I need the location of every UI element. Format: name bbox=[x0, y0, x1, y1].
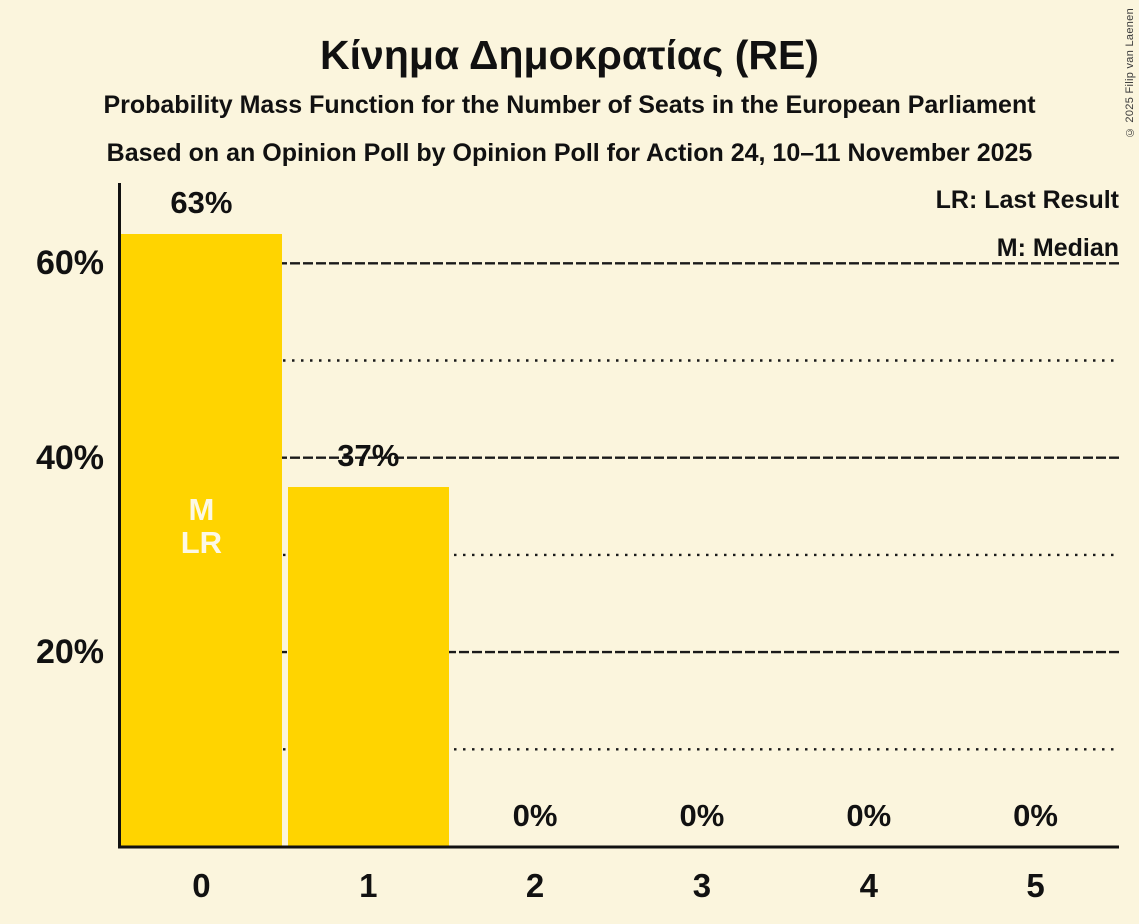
bar-value-label-0: 63% bbox=[170, 185, 233, 221]
x-tick-label-0: 0 bbox=[192, 867, 211, 904]
bar-1 bbox=[287, 486, 449, 848]
y-tick-label-60: 60% bbox=[35, 244, 104, 283]
y-tick-label-40: 40% bbox=[35, 438, 104, 477]
copyright-notice: © 2025 Filip van Laenen bbox=[1124, 8, 1136, 139]
chart-subtitle-line2: Based on an Opinion Poll by Opinion Poll… bbox=[106, 139, 1033, 167]
x-tick-label-4: 4 bbox=[859, 867, 878, 904]
last-result-marker: LR bbox=[180, 525, 223, 560]
bar-value-label-1: 37% bbox=[337, 437, 400, 473]
bar-value-label-4: 0% bbox=[846, 797, 892, 833]
x-tick-label-1: 1 bbox=[359, 867, 378, 904]
x-tick-label-2: 2 bbox=[525, 867, 545, 904]
bar-value-label-5: 0% bbox=[1013, 797, 1058, 833]
bar-0 bbox=[121, 234, 282, 848]
x-tick-label-5: 5 bbox=[1026, 867, 1045, 904]
chart-subtitle-line1: Probability Mass Function for the Number… bbox=[103, 91, 1036, 119]
legend-last-result: LR: Last Result bbox=[935, 186, 1119, 214]
legend-median: M: Median bbox=[996, 234, 1119, 262]
bar-value-label-2: 0% bbox=[512, 797, 558, 833]
x-tick-label-3: 3 bbox=[692, 867, 712, 904]
chart-title: Κίνημα Δημοκρατίας (RE) bbox=[320, 32, 819, 78]
y-tick-label-20: 20% bbox=[35, 633, 104, 672]
median-marker: M bbox=[188, 492, 215, 527]
bar-annotation-0: M LR bbox=[120, 493, 282, 559]
bar-value-label-3: 0% bbox=[679, 797, 725, 833]
